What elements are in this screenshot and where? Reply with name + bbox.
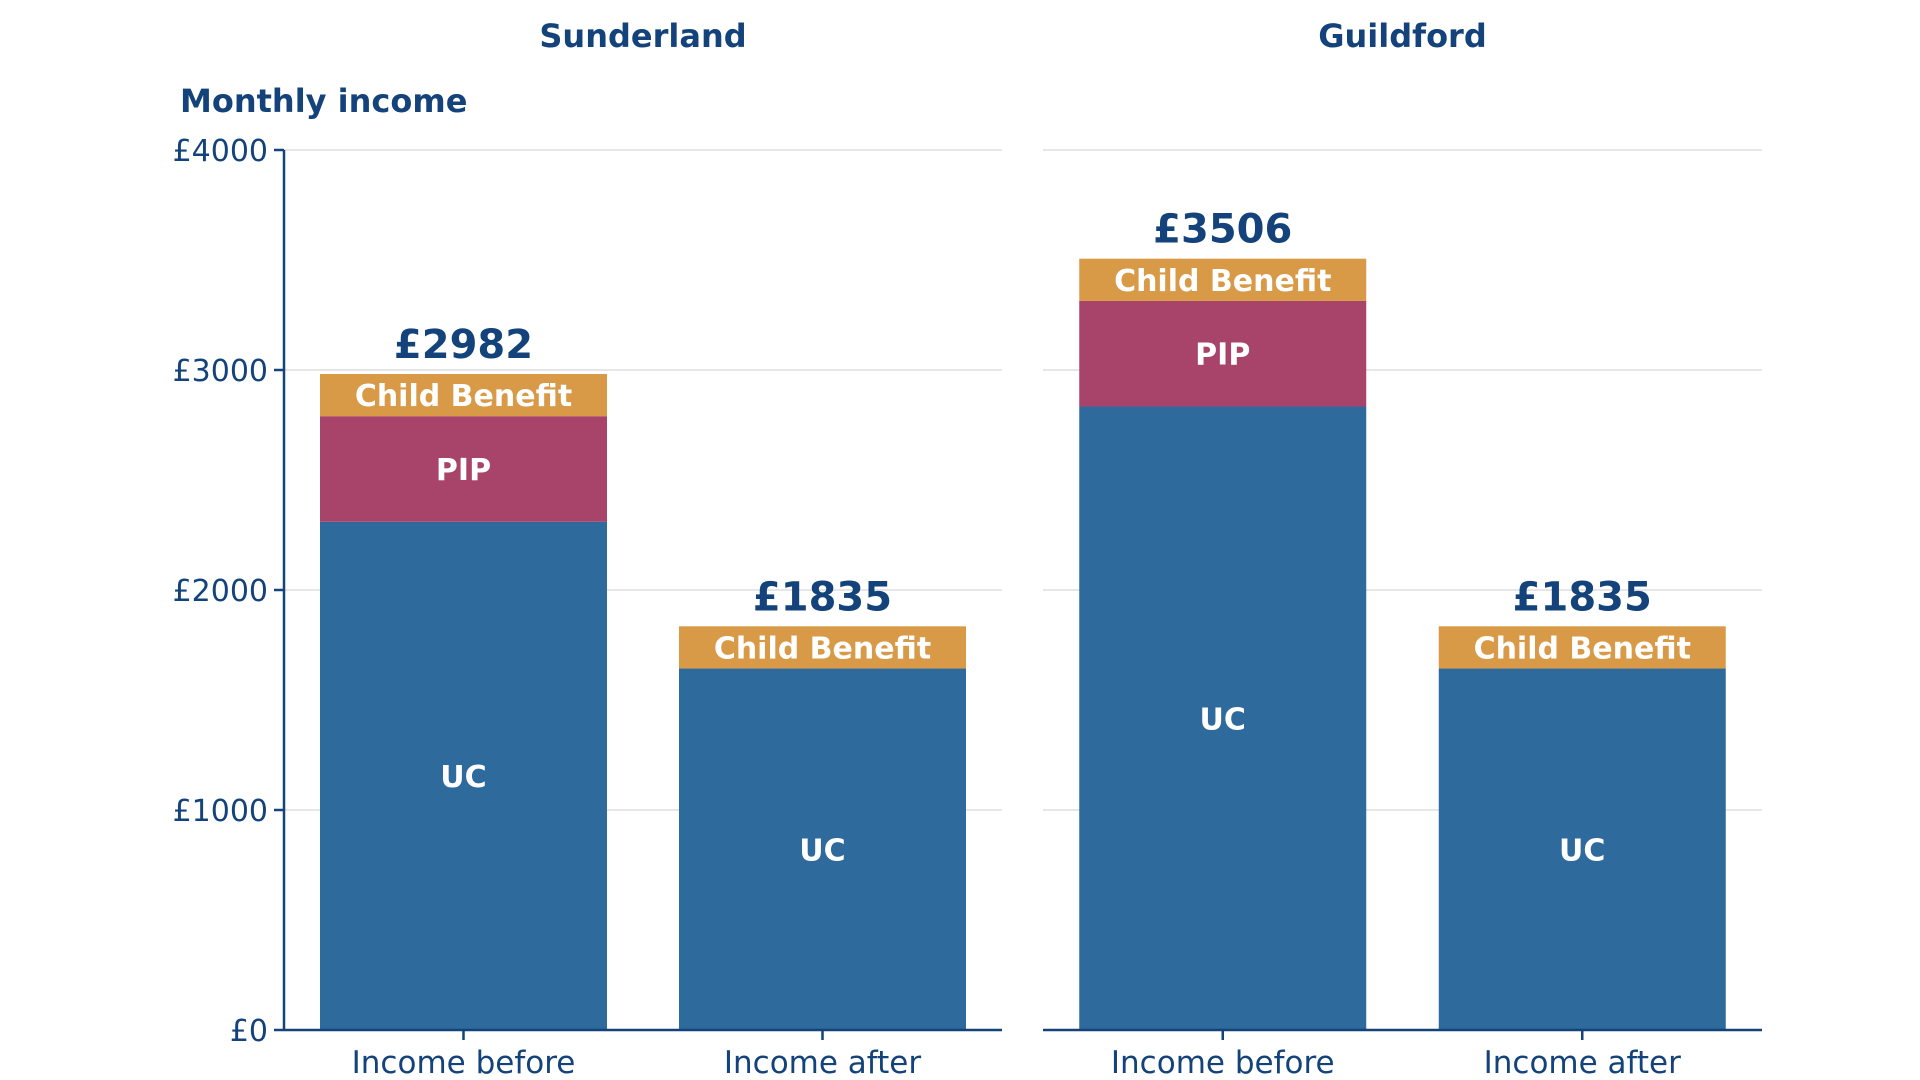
x-category-label: Income after	[1484, 1045, 1682, 1080]
bar-segment-uc	[320, 521, 607, 1030]
bar-segment-pip	[320, 416, 607, 522]
bar-segment-child-benefit	[1079, 258, 1367, 301]
segment-label-uc: UC	[440, 760, 486, 795]
panel-title: Sunderland	[539, 17, 746, 55]
y-tick-label: £4000	[173, 134, 268, 169]
segment-label-pip: PIP	[1195, 338, 1250, 373]
bar-segment-pip	[1079, 300, 1367, 407]
panel-title: Guildford	[1318, 17, 1486, 55]
x-category-label: Income after	[724, 1045, 922, 1080]
bar-total-label: £1835	[753, 574, 892, 620]
bar-total-label: £1835	[1513, 574, 1652, 620]
bar-segment-uc	[1079, 406, 1367, 1030]
segment-label-child-benefit: Child Benefit	[1114, 264, 1331, 299]
bar-total-label: £3506	[1153, 207, 1292, 253]
y-tick-label: £3000	[173, 354, 268, 389]
x-category-label: Income before	[1111, 1045, 1335, 1080]
y-tick-label: £1000	[173, 794, 268, 829]
x-category-label: Income before	[352, 1045, 576, 1080]
labels: Monthly income £0 £1000 £2000 £3000 £4000 Sun…	[173, 17, 1691, 1080]
y-tick-label: £0	[230, 1014, 268, 1049]
bar-segment-uc	[1438, 668, 1726, 1030]
bar-total-label: £2982	[394, 322, 533, 368]
segment-label-uc: UC	[1559, 833, 1605, 868]
segment-label-uc: UC	[1200, 702, 1246, 737]
bar-segment-child-benefit	[1438, 626, 1726, 669]
segment-label-child-benefit: Child Benefit	[355, 379, 572, 414]
bar-segment-child-benefit	[320, 373, 607, 417]
axes	[274, 148, 1762, 1040]
segment-label-child-benefit: Child Benefit	[714, 631, 931, 666]
segment-label-child-benefit: Child Benefit	[1474, 631, 1691, 666]
y-axis-title: Monthly income	[180, 82, 467, 120]
y-tick-label: £2000	[173, 574, 268, 609]
segment-label-uc: UC	[799, 833, 845, 868]
segment-label-pip: PIP	[436, 453, 491, 488]
bars	[320, 258, 1726, 1030]
bar-segment-child-benefit	[679, 626, 966, 669]
bar-segment-uc	[679, 668, 966, 1030]
